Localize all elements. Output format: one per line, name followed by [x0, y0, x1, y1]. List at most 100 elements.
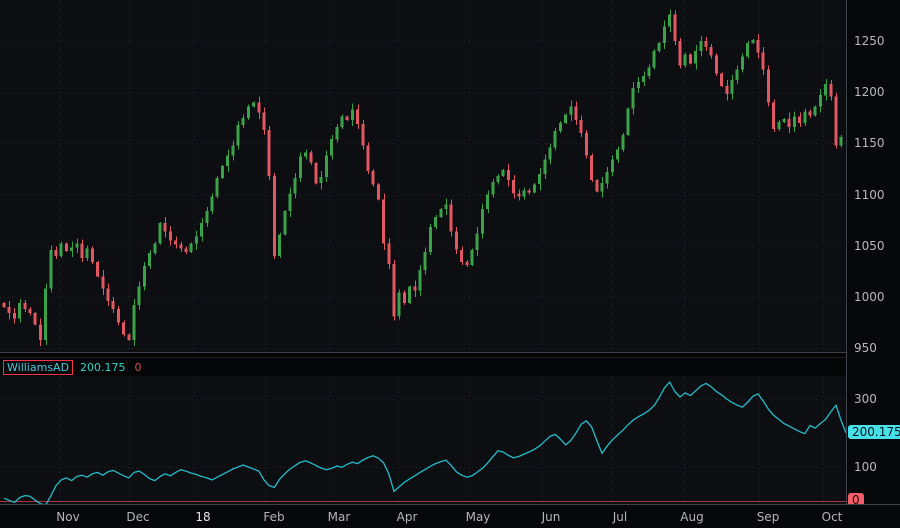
time-axis-month-label: Mar [327, 510, 351, 524]
candle-down [579, 119, 583, 134]
indicator-name-box[interactable]: WilliamsAD [3, 359, 74, 375]
indicator-panel[interactable] [0, 376, 846, 504]
candle-down [2, 303, 6, 308]
candle-up [569, 106, 573, 115]
candle-up [605, 172, 609, 184]
candle-down [387, 243, 391, 265]
candle-up [538, 174, 542, 185]
candle-up [210, 196, 214, 211]
candle-up [564, 114, 568, 123]
candle-up [137, 286, 141, 305]
candle-up [350, 109, 354, 120]
candle-down [517, 193, 521, 197]
candle-up [621, 135, 625, 150]
candle-down [184, 248, 188, 252]
candle-down [590, 155, 594, 181]
candle-up [662, 26, 666, 44]
candle-up [397, 292, 401, 317]
candle-up [220, 165, 224, 179]
candle-up [418, 270, 422, 291]
candle-up [839, 137, 843, 146]
candle-down [808, 111, 812, 116]
candle-down [23, 303, 27, 310]
candle-down [772, 102, 776, 129]
candle-down [262, 112, 266, 130]
candle-up [158, 223, 162, 244]
williams-ad-line [3, 381, 846, 504]
time-axis-month-label: Feb [263, 510, 285, 524]
candle-down [678, 41, 682, 66]
candle-down [460, 249, 464, 263]
candle-down [402, 292, 406, 303]
candle-up [694, 51, 698, 64]
candle-up [200, 223, 204, 237]
candle-up [792, 116, 796, 127]
candle-down [96, 262, 100, 277]
main-price-panel[interactable] [0, 0, 846, 352]
candle-down [33, 313, 37, 325]
candle-up [428, 227, 432, 252]
candle-up [241, 117, 245, 125]
panel-splitter[interactable] [0, 352, 900, 358]
price-axis-label: 100 [854, 460, 877, 474]
candle-down [704, 41, 708, 48]
candle-up [746, 43, 750, 57]
time-axis-month-label: May [465, 510, 491, 524]
candle-up [330, 139, 334, 156]
indicator-legend: WilliamsAD 200.175 0 [0, 358, 846, 376]
candle-up [647, 67, 651, 76]
candle-up [652, 51, 656, 68]
candle-up [491, 182, 495, 195]
candle-up [246, 106, 250, 118]
candle-down [584, 133, 588, 156]
price-axis-label: 1150 [854, 136, 885, 151]
candle-up [59, 243, 63, 256]
candle-up [777, 121, 781, 129]
candle-up [194, 236, 198, 244]
time-axis-month-label: Oct [821, 510, 843, 524]
candle-up [408, 286, 412, 303]
candle-up [288, 193, 292, 211]
candle-down [12, 313, 16, 319]
candle-down [179, 244, 183, 249]
candle-down [163, 223, 167, 232]
candle-up [278, 234, 282, 256]
candle-down [7, 307, 11, 314]
candle-up [319, 177, 323, 184]
candle-up [304, 152, 308, 157]
candle-down [38, 324, 42, 340]
candle-up [153, 243, 157, 253]
candle-down [345, 116, 349, 120]
price-axis[interactable]: 1250 1200 1150 1100 1050 1000 950 300 100 200.175… [846, 0, 900, 507]
candle-up [501, 169, 505, 176]
candle-up [148, 252, 152, 267]
candle-down [111, 300, 115, 310]
candle-up [824, 84, 828, 96]
time-axis[interactable]: Nov Dec 18 Feb Mar Apr May Jun Jul Aug Sep Oct [0, 504, 900, 528]
candle-up [751, 40, 755, 44]
candle-down [376, 184, 380, 200]
price-axis-label: 300 [854, 392, 877, 406]
candle-up [813, 106, 817, 116]
candle-down [361, 123, 365, 146]
indicator-value: 200.175 [80, 360, 126, 374]
candle-down [116, 309, 120, 323]
candle-up [543, 159, 547, 174]
candle-up [548, 147, 552, 160]
time-axis-month-label: Dec [126, 510, 150, 524]
candle-down [90, 248, 94, 262]
zero-level-badge: 0 [848, 493, 864, 507]
candle-down [709, 47, 713, 56]
candle-up [558, 122, 562, 132]
candle-down [371, 171, 375, 185]
candlestick-chart [0, 0, 846, 352]
candle-up [132, 305, 136, 340]
price-axis-label: 1100 [854, 187, 885, 202]
candle-down [257, 102, 261, 113]
candle-up [486, 194, 490, 209]
candle-down [64, 243, 68, 251]
candle-up [75, 243, 79, 248]
candle-up [600, 183, 604, 192]
candle-up [252, 102, 256, 107]
